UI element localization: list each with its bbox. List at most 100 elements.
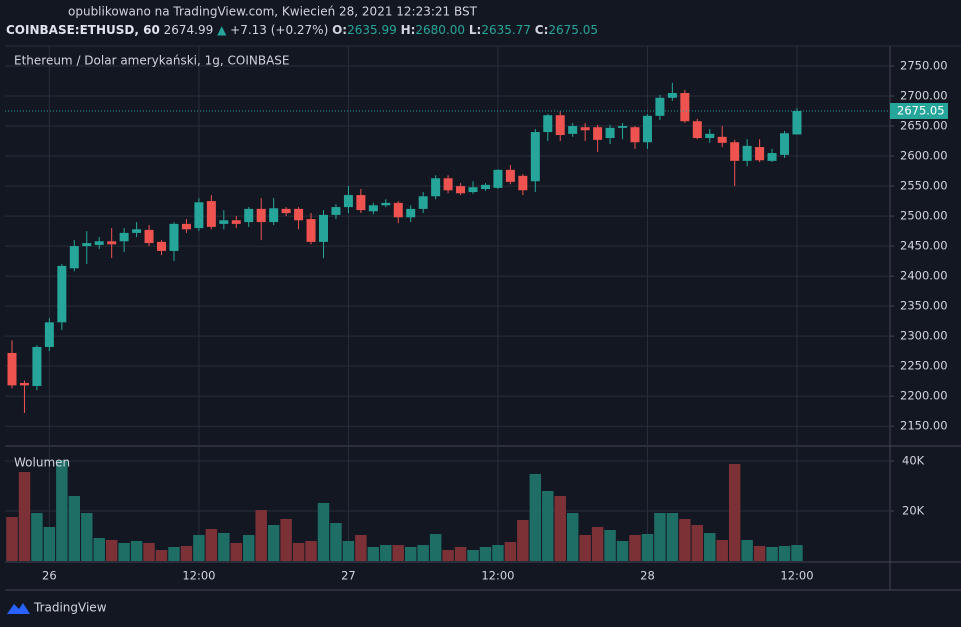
candle-body (717, 136, 727, 143)
candle-body (7, 352, 17, 386)
symbol: COINBASE:ETHUSD, 60 (6, 23, 160, 37)
candle-body (82, 243, 92, 247)
chart-title: Ethereum / Dolar amerykański, 1g, COINBA… (14, 54, 290, 68)
candle-body (505, 169, 515, 182)
volume-bar (255, 510, 267, 561)
volume-bar (479, 547, 492, 561)
volume-bar (105, 540, 118, 561)
volume-title: Wolumen (14, 456, 70, 470)
volume-bar (691, 525, 704, 561)
candle-body (605, 127, 615, 139)
footer-brand: TradingView (33, 601, 107, 615)
volume-bar (616, 541, 629, 561)
volume-bar (753, 546, 766, 561)
candle-body (181, 223, 191, 230)
candle-body (19, 382, 29, 386)
candle-body (518, 175, 528, 191)
volume-bar (330, 523, 342, 561)
volume-bar (517, 520, 529, 561)
volume-bar (679, 519, 691, 561)
volume-bar (778, 546, 791, 561)
candle-body (792, 111, 802, 135)
volume-bar (604, 530, 616, 561)
candle-body (343, 195, 353, 208)
volume-bar (18, 472, 31, 561)
volume-bar (716, 540, 728, 561)
y-tick-label: 2650.00 (900, 119, 948, 133)
volume-bar (6, 517, 18, 561)
candle-body (618, 126, 628, 128)
y-tick-label: 2300.00 (900, 329, 948, 343)
ohlc-key: L: (469, 23, 481, 37)
candle-body (294, 208, 304, 221)
y-tick-label: 2350.00 (900, 299, 948, 313)
candle-body (256, 208, 266, 223)
candle-body (730, 142, 740, 161)
candle-body (94, 241, 104, 245)
volume-bar (230, 543, 243, 561)
candle-body (356, 195, 366, 211)
candle-body (418, 196, 428, 209)
candle-body (443, 178, 453, 191)
x-tick-label: 12:00 (780, 569, 813, 583)
volume-bar (81, 513, 93, 561)
candle-body (406, 208, 416, 218)
candle-body (194, 202, 204, 229)
candle-body (132, 229, 142, 233)
volume-bar (380, 545, 392, 561)
volume-bar (93, 538, 105, 561)
volume-bar (342, 541, 355, 561)
x-tick-label: 12:00 (182, 569, 215, 583)
x-tick-label: 26 (42, 569, 57, 583)
candle-body (456, 186, 466, 194)
ohlc-key: H: (401, 23, 416, 37)
y-tick-label: 2700.00 (900, 89, 948, 103)
candle-body (680, 93, 690, 122)
volume-bar (243, 535, 255, 561)
last-price-tag (890, 103, 948, 120)
candle-body (468, 187, 478, 193)
candle-body (780, 133, 790, 155)
volume-bar (305, 541, 317, 561)
ohlc-value: 2635.99 (347, 23, 397, 37)
candle-body (393, 202, 403, 218)
candle-body (580, 127, 590, 131)
volume-bar (155, 550, 168, 561)
candle-body (593, 127, 603, 140)
candle-body (555, 115, 565, 136)
ohlc-value: 2635.77 (481, 23, 531, 37)
y-tick-label: 2450.00 (900, 239, 948, 253)
candle-body (642, 115, 652, 143)
volume-bar (43, 527, 56, 561)
symbol-line: COINBASE:ETHUSD, 60 2674.99 ▲ +7.13 (+0.… (6, 23, 598, 37)
candle-body (44, 322, 54, 347)
y-tick-label: 2550.00 (900, 179, 948, 193)
candle-body (107, 241, 117, 245)
logo: TradingView (7, 601, 107, 615)
candle-body (543, 115, 553, 133)
volume-bar (629, 535, 641, 561)
volume-bar (56, 460, 68, 561)
volume-bar (180, 546, 193, 561)
volume-bar (741, 540, 753, 561)
marks (5, 82, 890, 561)
candle-body (57, 265, 67, 323)
volume-bar (641, 534, 654, 561)
last-price: 2674.99 (164, 23, 214, 37)
candle-body (655, 97, 665, 116)
volume-bar (218, 533, 230, 561)
volume-bar (267, 525, 280, 561)
ohlc-key: O: (332, 23, 347, 37)
candle-body (368, 205, 378, 212)
volume-bar (467, 550, 479, 561)
volume-bar (504, 542, 517, 561)
candle-body (767, 153, 777, 161)
volume-bar (292, 543, 305, 561)
candle-body (480, 184, 490, 190)
x-tick-label: 12:00 (481, 569, 514, 583)
volume-bar (666, 513, 679, 561)
volume-bar (130, 541, 143, 561)
change: +7.13 (+0.27%) (230, 23, 328, 37)
